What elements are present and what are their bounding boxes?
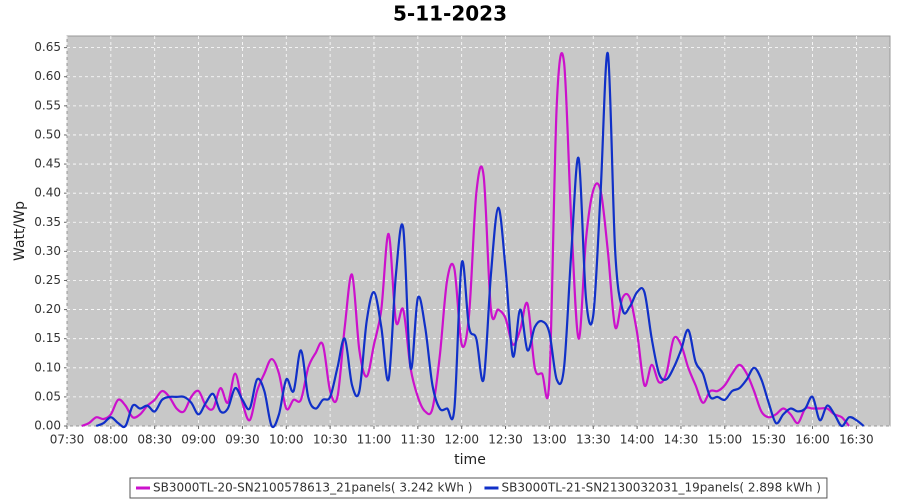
x-tick-label: 11:30 xyxy=(401,433,436,447)
y-tick-label: 0.30 xyxy=(34,244,61,258)
y-tick-label: 0.15 xyxy=(34,331,61,345)
x-tick-label: 16:30 xyxy=(839,433,874,447)
lines xyxy=(81,51,865,429)
legend-box xyxy=(129,477,828,499)
y-tick-label: 0.10 xyxy=(34,360,61,374)
plot-area xyxy=(66,35,891,427)
x-tick-label: 07:30 xyxy=(50,433,85,447)
y-tick-label: 0.50 xyxy=(34,127,61,141)
y-tick-label: 0.60 xyxy=(34,69,61,83)
x-tick-label: 13:30 xyxy=(576,433,611,447)
y-tick-label: 0.05 xyxy=(34,389,61,403)
y-tick-label: 0.35 xyxy=(34,215,61,229)
x-tick-label: 11:00 xyxy=(357,433,392,447)
y-tick-label: 0.00 xyxy=(34,419,61,433)
y-tick-label: 0.65 xyxy=(34,40,61,54)
x-tick-label: 08:30 xyxy=(137,433,172,447)
legend: SB3000TL-20-SN2100578613_21panels( 3.242… xyxy=(129,477,828,499)
y-tick-label: 0.55 xyxy=(34,98,61,112)
x-tick-label: 14:30 xyxy=(664,433,699,447)
x-tick-label: 13:00 xyxy=(532,433,567,447)
y-tick-label: 0.45 xyxy=(34,157,61,171)
x-axis-title: time xyxy=(454,452,486,468)
x-tick-label: 15:30 xyxy=(751,433,786,447)
x-tick-label: 09:00 xyxy=(181,433,216,447)
x-tick-label: 09:30 xyxy=(225,433,260,447)
x-tick-label: 16:00 xyxy=(795,433,830,447)
x-tick-label: 10:30 xyxy=(313,433,348,447)
series-line xyxy=(95,52,865,429)
x-tick-label: 12:00 xyxy=(444,433,479,447)
x-tick-label: 08:00 xyxy=(94,433,129,447)
chart-title: 5-11-2023 xyxy=(393,2,507,26)
legend-label: SB3000TL-20-SN2100578613_21panels( 3.242… xyxy=(153,481,472,495)
y-tick-label: 0.40 xyxy=(34,186,61,200)
x-tick-label: 14:00 xyxy=(620,433,655,447)
series-line xyxy=(81,51,850,428)
grid: 0.00 0.05 0.10 0.15 0.20 0.25 0.30 0.35 0.40 0.45… xyxy=(34,36,890,447)
legend-label: SB3000TL-21-SN2130032031_19panels( 2.898… xyxy=(501,481,820,495)
y-tick-label: 0.20 xyxy=(34,302,61,316)
x-tick-label: 15:00 xyxy=(708,433,743,447)
y-tick-label: 0.25 xyxy=(34,273,61,287)
y-axis-title: Watt/Wp xyxy=(12,201,28,261)
x-tick-label: 10:00 xyxy=(269,433,304,447)
x-tick-label: 12:30 xyxy=(488,433,523,447)
